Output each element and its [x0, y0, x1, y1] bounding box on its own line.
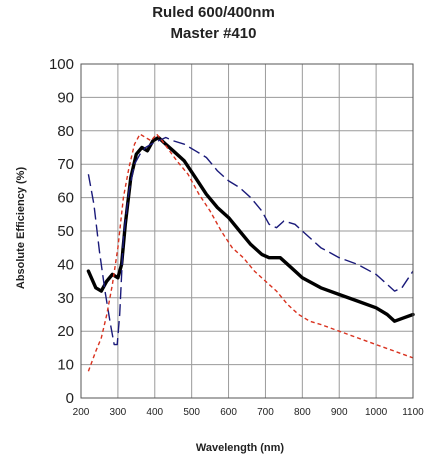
x-tick-label: 400	[146, 407, 163, 418]
y-tick-label: 100	[49, 56, 74, 73]
x-tick-label: 600	[220, 407, 237, 418]
x-tick-label: 800	[294, 407, 311, 418]
x-tick-label: 700	[257, 407, 274, 418]
y-tick-label: 50	[57, 223, 74, 240]
x-tick-label: 1000	[365, 407, 388, 418]
y-tick-label: 20	[57, 323, 74, 340]
y-axis-label: Absolute Efficiency (%)	[15, 167, 27, 290]
axes	[80, 63, 414, 399]
y-tick-label: 10	[57, 357, 74, 374]
x-tick-label: 500	[183, 407, 200, 418]
x-axis-label: Wavelength (nm)	[196, 442, 285, 454]
x-tick-label: 1100	[402, 407, 424, 418]
series-lines	[86, 133, 415, 372]
tick-labels: 0 10 20 30 40 50 60 70 80 90 100 200 300 400 500 600 700…	[49, 56, 424, 418]
x-tick-label: 900	[331, 407, 348, 418]
y-tick-label: 70	[57, 156, 74, 173]
series-line-2	[87, 136, 414, 346]
chart-subtitle: Master #410	[170, 25, 257, 42]
series-line-1	[86, 135, 415, 323]
series-line-3	[87, 133, 414, 372]
grid	[80, 63, 414, 399]
y-tick-label: 30	[57, 290, 74, 307]
x-tick-label: 200	[73, 407, 90, 418]
x-tick-label: 300	[110, 407, 127, 418]
y-tick-label: 40	[57, 256, 74, 273]
y-tick-label: 0	[66, 390, 74, 407]
y-tick-label: 90	[57, 89, 74, 106]
plot-frame	[80, 63, 414, 399]
y-tick-label: 80	[57, 123, 74, 140]
chart-title: Ruled 600/400nm	[152, 4, 275, 21]
y-tick-label: 60	[57, 190, 74, 207]
